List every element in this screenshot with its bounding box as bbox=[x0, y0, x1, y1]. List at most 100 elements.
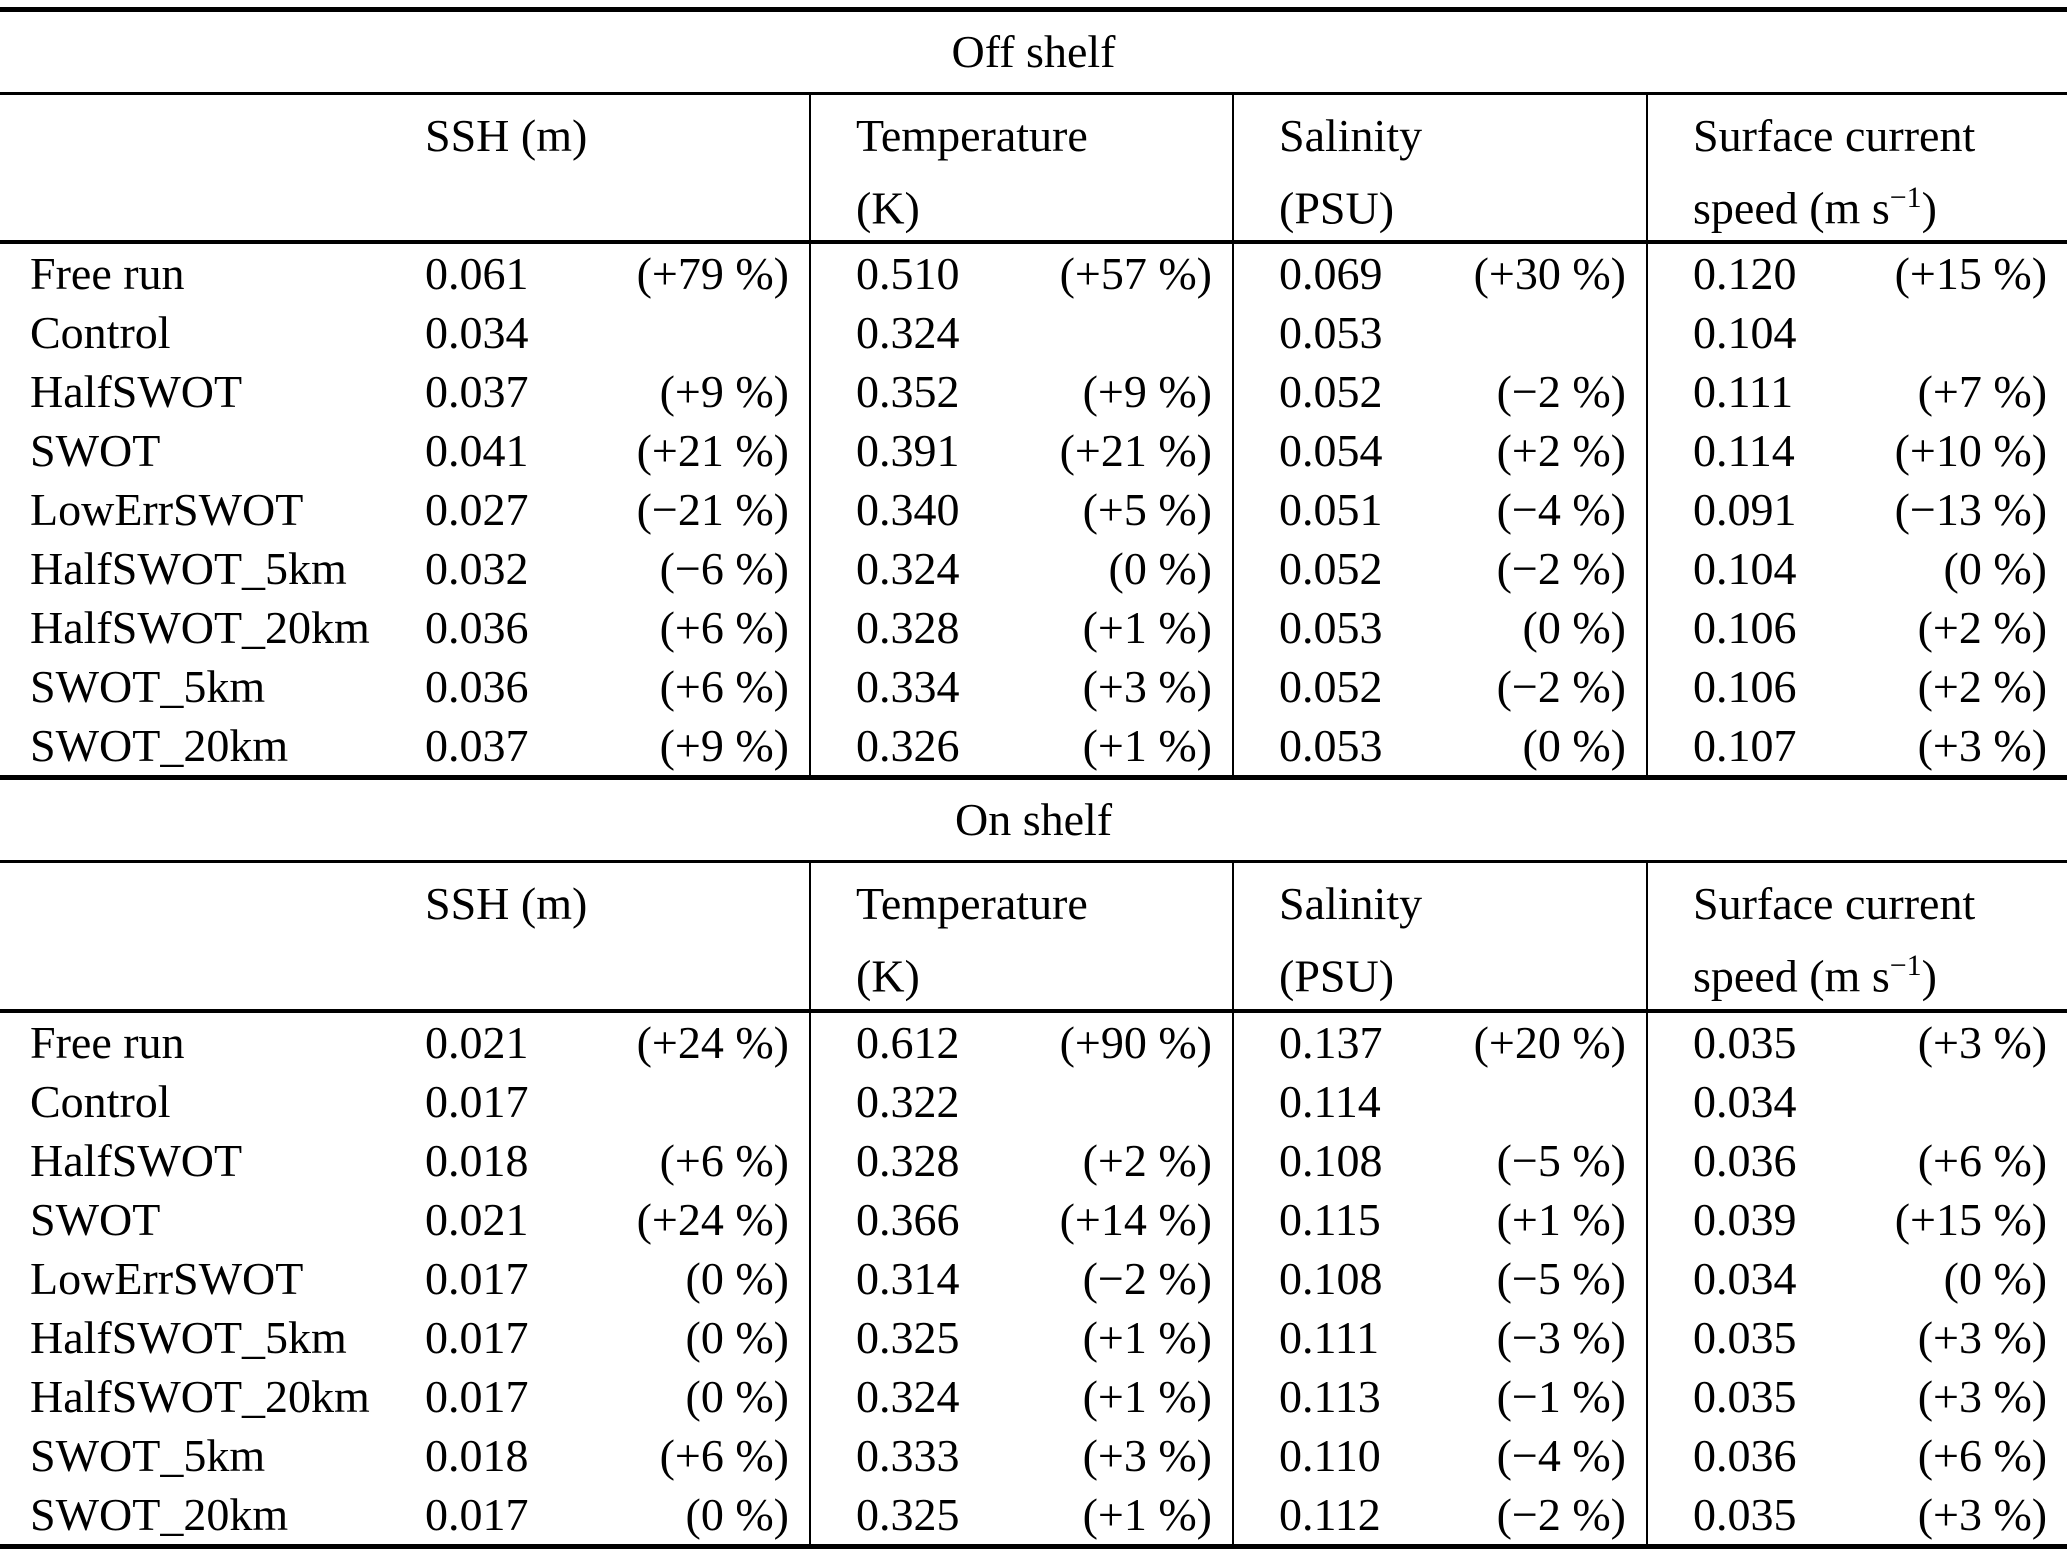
row-label: LowErrSWOT bbox=[30, 484, 304, 536]
section-title-row: Off shelf bbox=[0, 12, 2067, 95]
current-speed-value-cell: 0.114 bbox=[1646, 421, 1842, 481]
salinity-value-cell: 0.052 bbox=[1232, 657, 1423, 717]
current-speed-value-cell: 0.035 bbox=[1646, 1484, 1842, 1544]
column-header-row: SSH (m) Temperature (K) Salinity (PSU) S… bbox=[0, 861, 2067, 1013]
temperature-value-cell: 0.334 bbox=[809, 657, 1003, 717]
row-label: SWOT bbox=[30, 1193, 161, 1245]
temperature-percent-cell: (0 %) bbox=[1108, 543, 1212, 595]
table-row: SWOT_20km 0.017 (0 %) 0.325 (+1 %) 0.112… bbox=[0, 1484, 2067, 1544]
ssh-percent-cell bbox=[590, 1072, 810, 1131]
salinity-percent-cell: (+1 %) bbox=[1496, 1193, 1626, 1245]
top-rule bbox=[0, 7, 2067, 12]
unit-text: (K) bbox=[856, 182, 920, 234]
row-label: HalfSWOT_20km bbox=[30, 602, 370, 654]
temperature-value-cell: 0.325 bbox=[809, 1307, 1003, 1367]
column-header-temperature: Temperature (K) bbox=[809, 861, 1233, 1013]
current-speed-value-cell: 0.104 bbox=[1646, 539, 1842, 599]
ssh-percent-cell: (+6 %) bbox=[659, 661, 789, 713]
current-speed-value-cell: 0.106 bbox=[1646, 657, 1842, 717]
table-row: Free run 0.021 (+24 %) 0.612 (+90 %) 0.1… bbox=[0, 1010, 2067, 1072]
row-label: LowErrSWOT bbox=[30, 1252, 304, 1304]
current-speed-percent-cell: (0 %) bbox=[1943, 543, 2048, 595]
column-header-row: SSH (m) Temperature (K) Salinity (PSU) S… bbox=[0, 93, 2067, 245]
column-header-ssh: SSH (m) bbox=[400, 93, 810, 245]
temperature-percent-cell: (+1 %) bbox=[1082, 1370, 1212, 1422]
column-header-line1: Temperature bbox=[856, 110, 1088, 161]
salinity-value-cell: 0.110 bbox=[1232, 1425, 1423, 1485]
current-speed-percent-cell: (+10 %) bbox=[1894, 425, 2048, 477]
temperature-value-cell: 0.510 bbox=[809, 242, 1003, 304]
salinity-value-cell: 0.115 bbox=[1232, 1189, 1423, 1249]
table-row: Control 0.034 0.324 0.053 0.104 bbox=[0, 303, 2067, 363]
temperature-value-cell: 0.366 bbox=[809, 1189, 1003, 1249]
current-speed-percent-cell bbox=[1842, 303, 2067, 362]
ssh-percent-cell: (+79 %) bbox=[636, 248, 789, 300]
row-label: SWOT_5km bbox=[30, 661, 266, 713]
salinity-value-cell: 0.053 bbox=[1232, 716, 1423, 776]
current-speed-percent-cell: (−13 %) bbox=[1894, 484, 2048, 536]
current-speed-value-cell: 0.036 bbox=[1646, 1130, 1842, 1190]
salinity-percent-cell bbox=[1423, 1072, 1647, 1131]
column-header-line1: SSH (m) bbox=[425, 878, 588, 930]
salinity-percent-cell: (−2 %) bbox=[1496, 366, 1626, 418]
temperature-value-cell: 0.352 bbox=[809, 362, 1003, 422]
column-header-line2: (PSU) bbox=[1279, 167, 1645, 238]
ssh-value-cell: 0.061 bbox=[425, 248, 529, 300]
ssh-value-cell: 0.017 bbox=[425, 1252, 529, 1304]
salinity-percent-cell: (−4 %) bbox=[1496, 1429, 1626, 1481]
bottom-rule bbox=[0, 1543, 2067, 1549]
current-speed-value-cell: 0.034 bbox=[1646, 1071, 1842, 1131]
temperature-percent-cell: (+3 %) bbox=[1082, 1429, 1212, 1481]
table-row: HalfSWOT_20km 0.036 (+6 %) 0.328 (+1 %) … bbox=[0, 598, 2067, 658]
salinity-value-cell: 0.137 bbox=[1232, 1010, 1423, 1072]
column-header-line2: (PSU) bbox=[1279, 935, 1645, 1006]
ssh-percent-cell: (0 %) bbox=[685, 1488, 789, 1540]
current-speed-value-cell: 0.035 bbox=[1646, 1366, 1842, 1426]
current-speed-value-cell: 0.106 bbox=[1646, 598, 1842, 658]
section-title-row: On shelf bbox=[0, 780, 2067, 864]
ssh-value-cell: 0.036 bbox=[425, 602, 529, 654]
unit-text: speed (m s bbox=[1693, 182, 1890, 234]
column-header-line2: speed (m s−1) bbox=[1693, 935, 2066, 1006]
ssh-percent-cell: (+21 %) bbox=[636, 425, 789, 477]
unit-text: (PSU) bbox=[1279, 182, 1395, 234]
salinity-percent-cell: (−3 %) bbox=[1496, 1311, 1626, 1363]
salinity-value-cell: 0.108 bbox=[1232, 1248, 1423, 1308]
current-speed-percent-cell: (+15 %) bbox=[1894, 248, 2048, 300]
current-speed-value-cell: 0.120 bbox=[1646, 242, 1842, 304]
salinity-percent-cell: (−5 %) bbox=[1496, 1252, 1626, 1304]
ssh-percent-cell: (+9 %) bbox=[659, 366, 789, 418]
current-speed-percent-cell: (+3 %) bbox=[1917, 1488, 2048, 1540]
temperature-value-cell: 0.322 bbox=[809, 1071, 1003, 1131]
temperature-percent-cell bbox=[1003, 1072, 1233, 1131]
salinity-value-cell: 0.052 bbox=[1232, 539, 1423, 599]
unit-exponent: −1 bbox=[1889, 949, 1922, 983]
salinity-value-cell: 0.053 bbox=[1232, 303, 1423, 363]
current-speed-percent-cell: (+2 %) bbox=[1917, 661, 2048, 713]
salinity-value-cell: 0.113 bbox=[1232, 1366, 1423, 1426]
section-title: Off shelf bbox=[0, 12, 2067, 95]
current-speed-value-cell: 0.036 bbox=[1646, 1425, 1842, 1485]
table-row: LowErrSWOT 0.027 (−21 %) 0.340 (+5 %) 0.… bbox=[0, 480, 2067, 540]
ssh-value-cell: 0.017 bbox=[425, 1075, 529, 1127]
table-row: HalfSWOT 0.037 (+9 %) 0.352 (+9 %) 0.052… bbox=[0, 362, 2067, 422]
current-speed-value-cell: 0.034 bbox=[1646, 1248, 1842, 1308]
column-header-ssh: SSH (m) bbox=[400, 861, 810, 1013]
row-label: SWOT_5km bbox=[30, 1429, 266, 1481]
results-table-on-shelf: On shelf SSH (m) Temperature (K) Salinit… bbox=[0, 780, 2067, 1544]
current-speed-percent-cell: (+3 %) bbox=[1917, 1016, 2048, 1068]
table-row: Control 0.017 0.322 0.114 0.034 bbox=[0, 1071, 2067, 1131]
ssh-value-cell: 0.034 bbox=[425, 307, 529, 359]
current-speed-percent-cell: (+7 %) bbox=[1917, 366, 2048, 418]
section-title: On shelf bbox=[0, 780, 2067, 864]
row-label: HalfSWOT_20km bbox=[30, 1370, 370, 1422]
ssh-value-cell: 0.032 bbox=[425, 543, 529, 595]
temperature-percent-cell: (+1 %) bbox=[1082, 602, 1212, 654]
current-speed-value-cell: 0.107 bbox=[1646, 716, 1842, 776]
temperature-percent-cell: (+1 %) bbox=[1082, 1311, 1212, 1363]
temperature-value-cell: 0.324 bbox=[809, 539, 1003, 599]
column-header-line2: speed (m s−1) bbox=[1693, 167, 2066, 238]
row-label: HalfSWOT_5km bbox=[30, 1311, 347, 1363]
temperature-percent-cell: (−2 %) bbox=[1082, 1252, 1212, 1304]
ssh-value-cell: 0.021 bbox=[425, 1193, 529, 1245]
